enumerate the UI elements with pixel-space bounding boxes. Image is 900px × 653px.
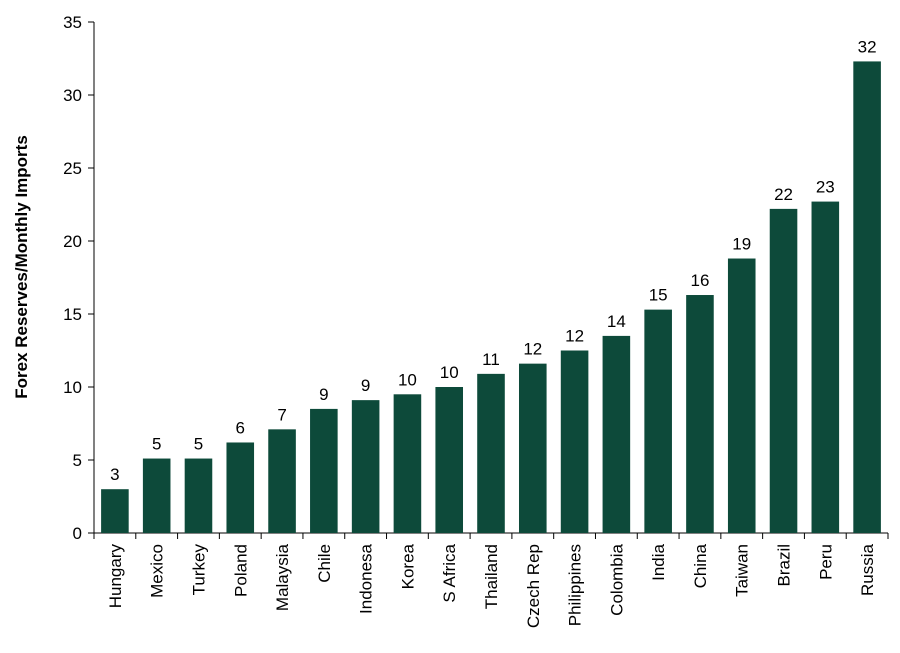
y-tick-label: 5 — [73, 451, 82, 470]
x-tick-label: Peru — [816, 544, 835, 580]
data-label: 9 — [319, 385, 328, 404]
data-label: 5 — [194, 435, 203, 454]
y-axis: 0 5 10 15 20 25 30 35 — [63, 13, 95, 543]
data-label: 19 — [732, 235, 751, 254]
x-tick-label: Malaysia — [273, 543, 292, 611]
y-tick-label: 25 — [63, 159, 82, 178]
bar — [310, 408, 338, 533]
y-tick-label: 35 — [63, 13, 82, 32]
x-tick-label: Brazil — [775, 544, 794, 587]
x-tick-label: Poland — [231, 544, 250, 597]
bar — [811, 201, 840, 533]
bar — [393, 394, 422, 533]
data-label: 22 — [774, 185, 793, 204]
data-label: 10 — [398, 370, 417, 389]
data-label: 12 — [565, 327, 584, 346]
bar — [686, 295, 714, 533]
bar — [435, 387, 464, 533]
bar — [602, 335, 631, 533]
data-label: 10 — [440, 363, 459, 382]
x-tick-label: Korea — [398, 543, 417, 589]
data-label: 3 — [110, 465, 119, 484]
bar — [853, 61, 881, 534]
data-label: 15 — [649, 286, 668, 305]
data-label: 32 — [858, 37, 877, 56]
x-tick-label: Colombia — [607, 543, 626, 615]
data-label: 14 — [607, 312, 626, 331]
x-tick-label: Philippines — [566, 544, 585, 626]
x-tick-label: Hungary — [106, 544, 125, 609]
data-labels: 3 5 5 6 7 9 9 10 10 11 12 12 14 15 16 19 22 23 32 — [110, 37, 876, 484]
bar — [518, 363, 547, 533]
y-tick-label: 10 — [63, 378, 82, 397]
bar — [351, 400, 380, 533]
bar — [769, 208, 798, 533]
y-tick-label: 20 — [63, 232, 82, 251]
data-label: 23 — [816, 178, 835, 197]
bar — [142, 458, 171, 533]
x-axis: Hungary Mexico Turkey Poland Malaysia Chile In… — [93, 532, 889, 628]
bar — [268, 429, 296, 533]
bar — [727, 258, 756, 533]
y-tick-label: 30 — [63, 86, 82, 105]
bar — [101, 489, 129, 533]
x-tick-label: Thailand — [482, 544, 501, 609]
data-label: 11 — [482, 350, 500, 369]
y-axis-label: Forex Reserves/Monthly Imports — [12, 135, 31, 399]
x-tick-label: Taiwan — [733, 544, 752, 597]
bar — [560, 350, 589, 533]
x-tick-label: Mexico — [148, 544, 167, 598]
x-tick-label: Indonesa — [357, 543, 376, 613]
bar — [477, 373, 505, 533]
data-label: 7 — [277, 405, 286, 424]
data-label: 16 — [690, 271, 709, 290]
data-label: 5 — [152, 435, 161, 454]
x-tick-label: Russia — [858, 543, 877, 596]
x-tick-label: Czech Rep — [524, 544, 543, 628]
data-label: 12 — [523, 340, 542, 359]
x-tick-label: India — [649, 543, 668, 580]
bar — [226, 442, 255, 533]
bar — [644, 309, 672, 533]
x-tick-label: Chile — [315, 544, 334, 583]
x-tick-label: Turkey — [189, 544, 208, 596]
data-label: 6 — [236, 418, 245, 437]
data-label: 9 — [361, 376, 370, 395]
x-tick-label: S Africa — [440, 543, 459, 602]
bar — [184, 458, 213, 533]
y-tick-label: 15 — [63, 305, 82, 324]
bars — [101, 61, 881, 534]
x-tick-label: China — [691, 543, 710, 588]
y-tick-label: 0 — [73, 524, 82, 543]
